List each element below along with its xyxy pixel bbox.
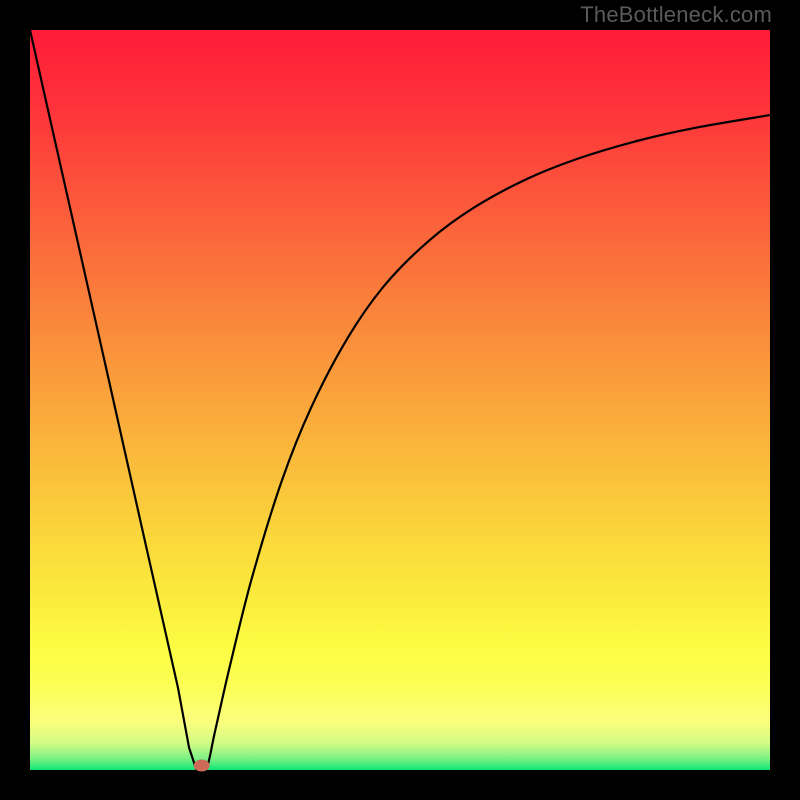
minimum-marker <box>194 760 210 772</box>
bottleneck-chart <box>0 0 800 800</box>
plot-gradient-background <box>30 30 770 770</box>
watermark-text: TheBottleneck.com <box>580 2 772 28</box>
